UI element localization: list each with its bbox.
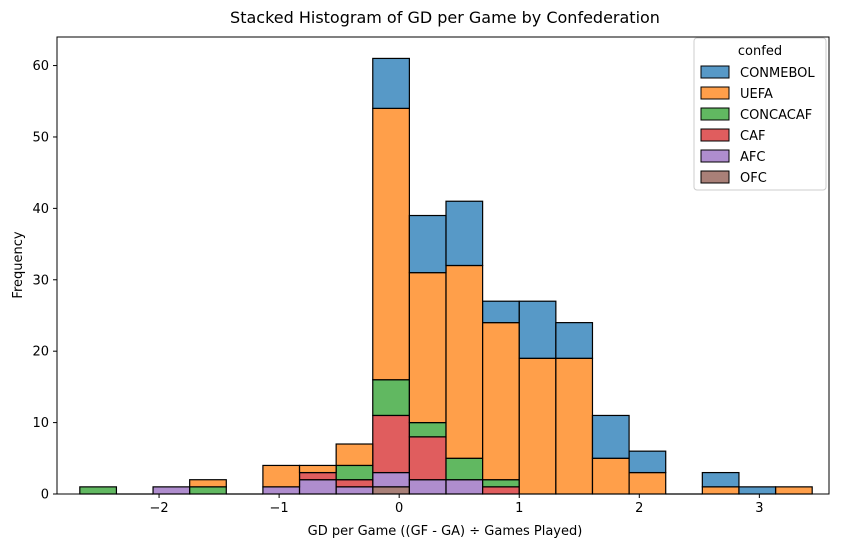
plot-frame [56,36,830,495]
bar-concacaf-bin-8 [372,379,410,417]
bar-afc-bin-5 [262,486,301,495]
legend-label-uefa: UEFA [740,87,773,102]
y-tick-label: 0 [41,488,49,503]
legend-swatch-ofc [700,170,730,184]
y-tick-label: 30 [32,273,49,288]
bar-conmebol-bin-8 [372,57,410,110]
bar-conmebol-bin-11 [482,300,520,324]
bar-uefa-bin-15 [628,471,667,495]
x-tick-label: −2 [149,501,168,516]
legend-swatch-caf [700,128,730,142]
bar-conmebol-bin-9 [408,214,447,274]
bar-conmebol-bin-12 [518,300,557,359]
legend-swatch-afc [700,149,730,163]
bar-concacaf-bin-3 [189,486,227,495]
bar-conmebol-bin-18 [738,486,777,495]
y-tick-label: 10 [32,416,49,431]
bar-afc-bin-8 [372,471,410,488]
y-tick-label: 40 [32,202,49,217]
x-tick-label: 3 [755,501,763,516]
x-tick-label: −1 [270,501,289,516]
legend-label-concacaf: CONCACAF [740,108,812,123]
bar-uefa-bin-12 [518,357,557,495]
chart-title: Stacked Histogram of GD per Game by Conf… [230,8,660,27]
bar-conmebol-bin-14 [591,414,630,459]
bar-uefa-bin-9 [408,272,447,424]
bar-afc-bin-6 [298,479,337,495]
y-tick-label: 50 [32,130,49,145]
bar-uefa-bin-8 [372,107,410,381]
legend-title: confed [738,44,782,59]
bar-conmebol-bin-17 [701,471,740,488]
bar-afc-bin-10 [445,479,484,495]
bar-concacaf-bin-0 [79,486,118,495]
bar-caf-bin-9 [408,436,447,481]
bar-concacaf-bin-9 [408,421,447,438]
bar-uefa-bin-11 [482,322,520,481]
bar-uefa-bin-6 [298,464,337,474]
legend-label-afc: AFC [740,150,765,165]
bar-concacaf-bin-10 [445,457,484,481]
bar-caf-bin-11 [482,486,520,495]
legend: confed CONMEBOL UEFA CONCACAF CAF AFC OFC [693,37,827,191]
bar-uefa-bin-5 [262,464,301,488]
legend-swatch-concacaf [700,107,730,121]
bar-uefa-bin-14 [591,457,630,495]
bar-uefa-bin-10 [445,264,484,459]
y-axis-label: Frequency [11,231,26,298]
bar-afc-bin-7 [335,486,374,495]
x-tick-label: 1 [515,501,523,516]
y-tick-label: 60 [32,59,49,74]
legend-swatch-uefa [700,86,730,100]
bar-uefa-bin-3 [189,479,227,488]
x-axis-label: GD per Game ((GF - GA) ÷ Games Played) [308,524,583,539]
bar-uefa-bin-19 [774,486,813,495]
x-tick-label: 0 [395,501,403,516]
legend-label-caf: CAF [740,129,765,144]
bar-uefa-bin-13 [555,357,594,495]
legend-label-conmebol: CONMEBOL [740,66,815,81]
legend-swatch-conmebol [700,65,730,79]
bar-caf-bin-8 [372,414,410,474]
bar-afc-bin-9 [408,479,447,495]
bar-caf-bin-6 [298,471,337,481]
bar-conmebol-bin-13 [555,322,594,359]
bar-concacaf-bin-11 [482,479,520,488]
bar-concacaf-bin-7 [335,464,374,481]
bar-caf-bin-7 [335,479,374,488]
bar-uefa-bin-7 [335,443,374,467]
legend-label-ofc: OFC [740,171,767,186]
y-tick-label: 20 [32,345,49,360]
bar-conmebol-bin-10 [445,200,484,267]
bar-uefa-bin-17 [701,486,740,495]
x-tick-label: 2 [635,501,643,516]
bar-conmebol-bin-15 [628,450,667,474]
bar-ofc-bin-8 [372,486,410,495]
bar-afc-bin-2 [152,486,191,495]
